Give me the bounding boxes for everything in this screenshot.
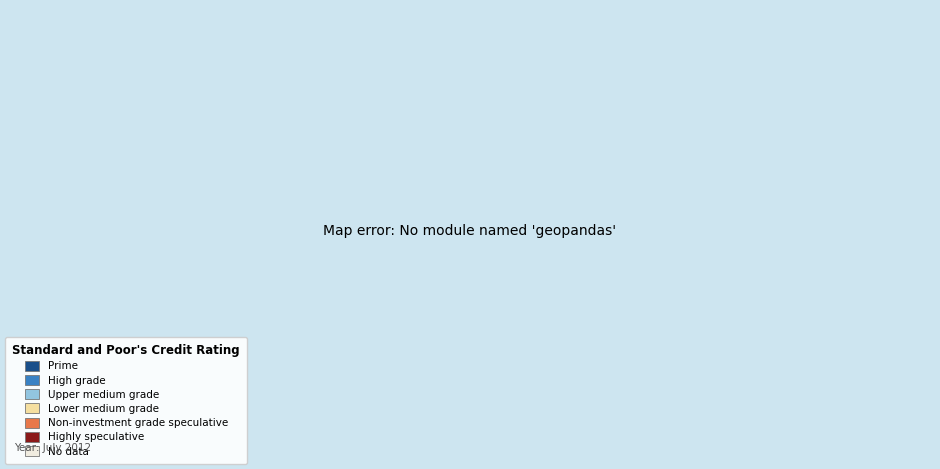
Text: Map error: No module named 'geopandas': Map error: No module named 'geopandas' [323,224,617,237]
Legend: Prime, High grade, Upper medium grade, Lower medium grade, Non-investment grade : Prime, High grade, Upper medium grade, L… [6,337,247,464]
Text: Year: July 2012: Year: July 2012 [14,443,91,453]
